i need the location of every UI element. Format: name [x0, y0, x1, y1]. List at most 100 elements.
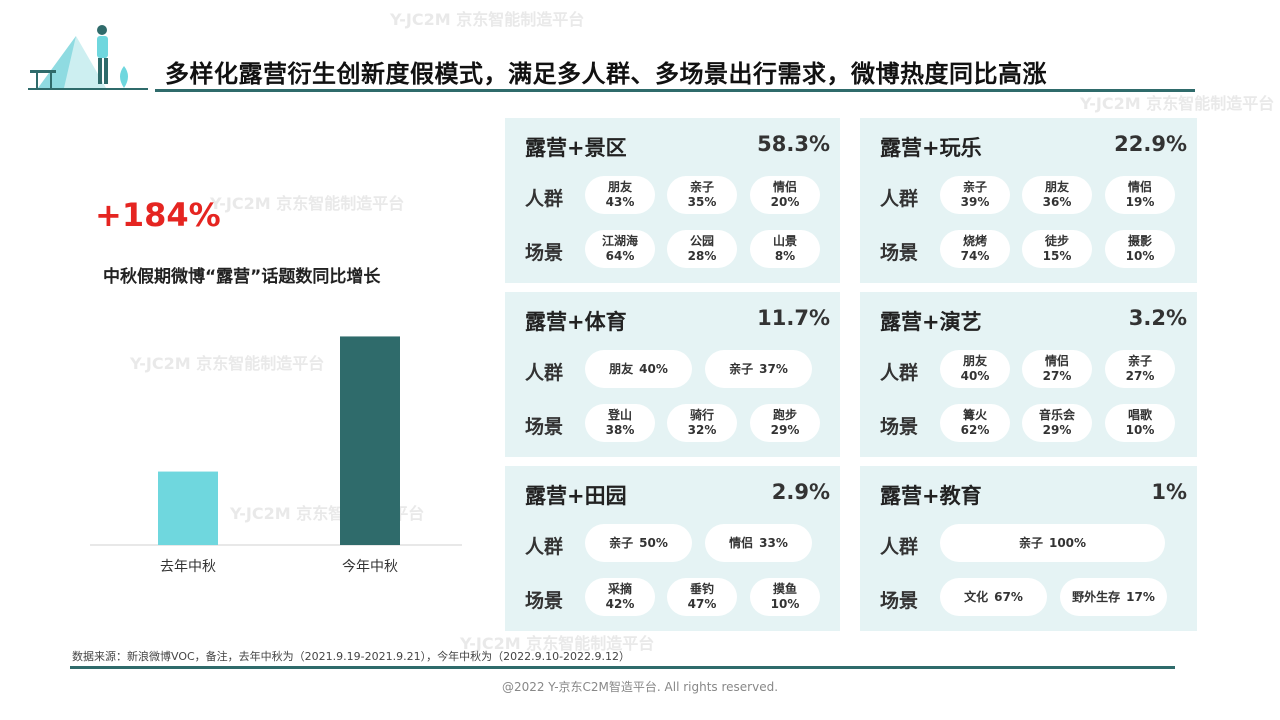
- footer-divider: [70, 666, 1175, 669]
- pill-name: 情侣: [1044, 354, 1069, 368]
- pill-value: 29%: [1042, 423, 1072, 437]
- pill-value: 15%: [1042, 249, 1072, 263]
- card-title: 露营+体育: [525, 310, 627, 334]
- pill-value: 67%: [994, 589, 1023, 604]
- row-label: 场景: [525, 416, 564, 438]
- growth-stat: +184%: [95, 196, 221, 234]
- pill-value: 27%: [1125, 369, 1155, 383]
- stat-pill: 采摘 42%: [585, 578, 655, 616]
- pill-value: 10%: [1125, 423, 1155, 437]
- pill-name: 徒步: [1044, 234, 1069, 248]
- card-percentage: 1%: [1151, 480, 1187, 504]
- stat-pill: 跑步 29%: [750, 404, 820, 442]
- card-title: 露营+玩乐: [880, 136, 982, 160]
- watermark: Y-JC2M 京东智能制造平台: [210, 194, 405, 213]
- stat-pill: 骑行 32%: [667, 404, 737, 442]
- pill-name: 山景: [772, 234, 797, 248]
- pill-name: 垂钓: [689, 582, 714, 596]
- card-title: 露营+演艺: [880, 310, 982, 334]
- pill-value: 42%: [605, 597, 635, 611]
- pill-name: 篝火: [962, 408, 987, 422]
- pill-value: 47%: [687, 597, 717, 611]
- watermark: Y-JC2M 京东智能制造平台: [1080, 94, 1275, 113]
- scenario-card: 露营+演艺 3.2% 人群 朋友 40% 情侣 27% 亲子 27% 场景 篝火 62% 音乐会 29% 唱…: [860, 292, 1197, 457]
- stat-pill: 文化 67%: [940, 578, 1047, 616]
- copyright: @2022 Y-京东C2M智造平台. All rights reserved.: [501, 680, 779, 694]
- card-percentage: 22.9%: [1114, 132, 1187, 156]
- page-title: 多样化露营衍生创新度假模式，满足多人群、多场景出行需求，微博热度同比高涨: [165, 60, 1047, 88]
- pill-name: 情侣: [1127, 180, 1152, 194]
- pill-value: 28%: [687, 249, 717, 263]
- row-label: 人群: [525, 536, 564, 558]
- row-label: 人群: [880, 362, 919, 384]
- pill-value: 32%: [687, 423, 717, 437]
- pill-value: 35%: [687, 195, 717, 209]
- pill-value: 39%: [960, 195, 990, 209]
- pill-name: 亲子: [609, 535, 634, 550]
- pill-value: 33%: [759, 535, 788, 550]
- pill-name: 朋友: [609, 361, 634, 376]
- row-label: 场景: [525, 590, 564, 612]
- pill-value: 36%: [1042, 195, 1072, 209]
- pill-value: 38%: [605, 423, 635, 437]
- scenario-card: 露营+体育 11.7% 人群 朋友 40% 亲子 37% 场景 登山 38% 骑行 32% 跑步 29%: [505, 292, 840, 457]
- pill-value: 10%: [1125, 249, 1155, 263]
- pill-value: 17%: [1126, 589, 1155, 604]
- pill-name: 音乐会: [1038, 408, 1075, 422]
- card-percentage: 11.7%: [757, 306, 830, 330]
- stat-pill: 朋友 40%: [585, 350, 692, 388]
- pill-name: 江湖海: [601, 234, 638, 248]
- title-underline: [155, 89, 1195, 92]
- pill-name: 朋友: [962, 354, 987, 368]
- stat-pill: 情侣 27%: [1022, 350, 1092, 388]
- card-percentage: 3.2%: [1128, 306, 1187, 330]
- pill-name: 登山: [607, 408, 632, 422]
- stat-pill: 唱歌 10%: [1105, 404, 1175, 442]
- x-tick-label: 今年中秋: [342, 559, 398, 575]
- stat-pill: 情侣 20%: [750, 176, 820, 214]
- pill-value: 37%: [759, 361, 788, 376]
- bar-chart: 去年中秋 今年中秋: [90, 336, 462, 575]
- pill-name: 情侣: [729, 535, 754, 550]
- pill-value: 64%: [605, 249, 635, 263]
- bar-last-year: [158, 471, 218, 545]
- stat-pill: 垂钓 47%: [667, 578, 737, 616]
- pill-name: 文化: [964, 589, 989, 604]
- x-tick-label: 去年中秋: [160, 559, 216, 575]
- stat-pill: 野外生存 17%: [1060, 578, 1167, 616]
- stat-pill: 情侣 19%: [1105, 176, 1175, 214]
- card-percentage: 58.3%: [757, 132, 830, 156]
- pill-value: 10%: [770, 597, 800, 611]
- stat-pill: 亲子 50%: [585, 524, 692, 562]
- scenario-card: 露营+田园 2.9% 人群 亲子 50% 情侣 33% 场景 采摘 42% 垂钓 47% 摸鱼 10%: [505, 466, 840, 631]
- pill-name: 烧烤: [962, 234, 987, 248]
- stat-pill: 音乐会 29%: [1022, 404, 1092, 442]
- row-label: 人群: [880, 188, 919, 210]
- stat-pill: 公园 28%: [667, 230, 737, 268]
- row-label: 场景: [880, 242, 919, 264]
- stat-pill: 登山 38%: [585, 404, 655, 442]
- pill-name: 摸鱼: [772, 582, 797, 596]
- stat-pill: 山景 8%: [750, 230, 820, 268]
- pill-name: 亲子: [962, 180, 987, 194]
- stat-pill: 朋友 40%: [940, 350, 1010, 388]
- pill-name: 朋友: [607, 180, 632, 194]
- row-label: 场景: [880, 590, 919, 612]
- stat-pill: 朋友 43%: [585, 176, 655, 214]
- pill-name: 亲子: [689, 180, 714, 194]
- stat-pill: 朋友 36%: [1022, 176, 1092, 214]
- stat-pill: 摄影 10%: [1105, 230, 1175, 268]
- stat-pill: 亲子 100%: [940, 524, 1165, 562]
- pill-name: 亲子: [729, 361, 754, 376]
- stat-pill: 烧烤 74%: [940, 230, 1010, 268]
- row-label: 人群: [880, 536, 919, 558]
- pill-value: 29%: [770, 423, 800, 437]
- pill-name: 采摘: [607, 582, 632, 596]
- pill-name: 公园: [689, 234, 714, 248]
- pill-value: 100%: [1048, 535, 1087, 550]
- stat-pill: 摸鱼 10%: [750, 578, 820, 616]
- pill-name: 亲子: [1127, 354, 1152, 368]
- stat-pill: 情侣 33%: [705, 524, 812, 562]
- pill-value: 43%: [605, 195, 635, 209]
- row-label: 场景: [880, 416, 919, 438]
